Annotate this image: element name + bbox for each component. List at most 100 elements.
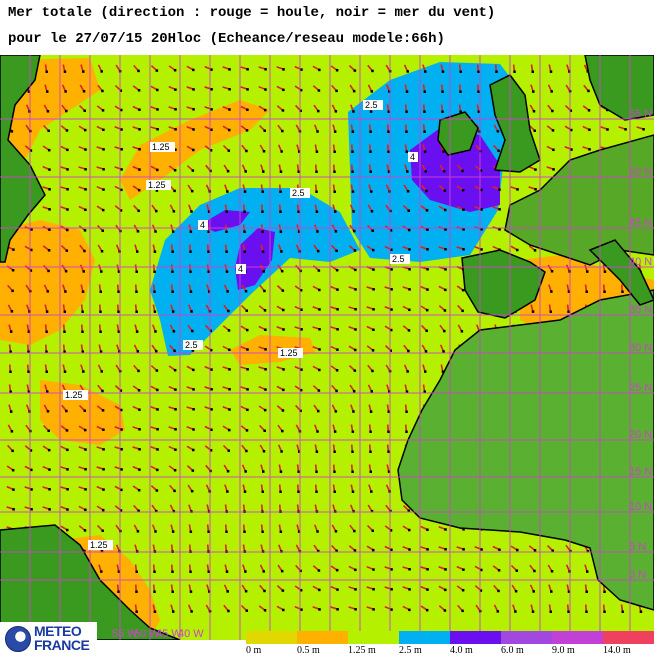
swell-arrow	[151, 524, 157, 533]
swell-arrow	[438, 205, 447, 212]
swell-arrow	[348, 545, 357, 552]
swell-arrow	[152, 264, 156, 273]
swell-arrow	[330, 565, 339, 572]
swell-arrow	[168, 385, 177, 391]
swell-arrow	[223, 584, 229, 593]
swell-arrow	[132, 426, 141, 431]
swell-arrow	[546, 125, 555, 132]
swell-arrow	[224, 204, 229, 213]
swell-arrow	[134, 564, 138, 573]
swell-arrow	[132, 465, 141, 471]
contour-label: 2.5	[363, 100, 383, 110]
swell-arrow	[296, 464, 300, 473]
swell-arrow	[222, 386, 231, 391]
swell-arrow	[6, 485, 15, 491]
swell-arrow	[456, 246, 465, 251]
swell-arrow	[422, 384, 426, 393]
swell-arrow	[331, 544, 338, 553]
swell-arrow	[312, 306, 321, 311]
swell-arrow	[403, 344, 410, 353]
swell-arrow	[584, 604, 588, 613]
swell-arrow	[456, 205, 465, 211]
swell-arrow	[404, 424, 408, 433]
swell-arrow	[43, 404, 50, 413]
swell-arrow	[312, 285, 321, 292]
swell-arrow	[367, 384, 373, 393]
land-north-america	[0, 55, 46, 263]
swell-arrow	[169, 204, 176, 213]
swell-arrow	[368, 464, 373, 473]
swell-arrow	[386, 424, 390, 433]
swell-arrow	[168, 165, 177, 172]
swell-arrow	[312, 565, 321, 572]
swell-arrow	[548, 284, 553, 293]
swell-arrow	[240, 386, 249, 391]
swell-arrow	[78, 445, 87, 451]
swell-arrow	[512, 64, 516, 73]
swell-arrow	[349, 204, 355, 213]
latitude-label: 55 N	[629, 108, 652, 120]
swell-arrow	[43, 124, 50, 133]
swell-arrow	[26, 304, 31, 313]
swell-arrow	[366, 565, 375, 571]
swell-arrow	[458, 104, 462, 113]
swell-arrow	[98, 324, 102, 333]
swell-arrow	[132, 165, 141, 171]
swell-arrow	[368, 424, 372, 433]
swell-arrow	[440, 64, 445, 73]
swell-arrow	[313, 544, 320, 553]
swell-arrow	[420, 285, 429, 291]
swell-arrow	[278, 164, 283, 173]
swell-arrow	[332, 124, 337, 133]
swell-arrow	[546, 166, 555, 171]
swell-arrow	[530, 64, 534, 73]
swell-arrow	[510, 245, 519, 252]
swell-arrow	[61, 84, 67, 93]
swell-arrow	[493, 584, 500, 593]
swell-arrow	[636, 126, 645, 131]
swell-arrow	[350, 144, 354, 153]
swell-arrow	[312, 265, 321, 272]
swell-arrow	[458, 64, 462, 73]
swell-arrow	[224, 484, 229, 493]
swell-arrow	[618, 126, 627, 131]
swell-arrow	[78, 486, 87, 491]
swell-arrow	[438, 526, 447, 531]
zone-orange-band	[120, 100, 270, 200]
swell-arrow	[223, 304, 230, 313]
swell-arrow	[438, 305, 447, 312]
swell-arrow	[277, 424, 284, 433]
logo-globe-icon	[5, 626, 31, 652]
swell-arrow	[206, 584, 211, 593]
swell-arrow	[150, 385, 159, 392]
swell-arrow	[404, 124, 408, 133]
swell-arrow	[566, 304, 570, 313]
swell-arrow	[42, 486, 51, 491]
swell-arrow	[44, 344, 48, 353]
swell-arrow	[332, 144, 336, 153]
swell-arrow	[151, 504, 158, 513]
swell-arrow	[98, 264, 103, 273]
swell-arrow	[367, 364, 374, 373]
swell-arrow	[188, 204, 193, 213]
swell-arrow	[60, 525, 69, 532]
svg-text:4: 4	[238, 264, 243, 274]
swell-arrow	[188, 524, 193, 533]
swell-arrow	[186, 386, 195, 391]
swell-arrow	[186, 426, 195, 431]
swell-arrow	[61, 104, 68, 113]
swell-arrow	[78, 125, 87, 132]
swell-arrow	[43, 264, 50, 273]
swell-arrow	[402, 525, 411, 532]
latitude-label: 30 N	[629, 342, 652, 354]
svg-text:2.5: 2.5	[365, 100, 378, 110]
swell-arrow	[151, 344, 158, 353]
swell-arrow	[438, 285, 447, 292]
swell-arrow	[350, 444, 354, 453]
swell-arrow	[457, 164, 464, 173]
swell-arrow	[222, 366, 231, 371]
swell-arrow	[456, 585, 465, 592]
swell-arrow	[242, 564, 247, 573]
swell-arrow	[169, 484, 176, 493]
contour-label: 1.25	[150, 142, 175, 152]
